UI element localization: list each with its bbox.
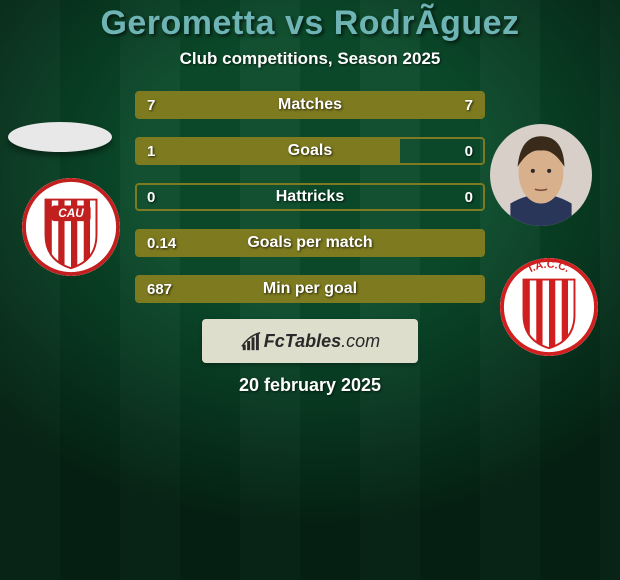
stat-label: Goals xyxy=(137,139,483,163)
player-left-placeholder xyxy=(8,122,112,152)
comparison-title: Gerometta vs RodrÃ­guez xyxy=(100,4,519,43)
brand-box: FcTables.com xyxy=(202,319,418,363)
stat-label: Goals per match xyxy=(137,231,483,255)
stat-row: 10Goals xyxy=(135,137,485,165)
brand-domain: .com xyxy=(341,331,380,351)
stat-row: 77Matches xyxy=(135,91,485,119)
brand-text: FcTables.com xyxy=(264,331,380,352)
comparison-subtitle: Club competitions, Season 2025 xyxy=(180,49,441,69)
brand-name: FcTables xyxy=(264,331,341,351)
player-right-avatar xyxy=(490,124,592,226)
svg-text:CAU: CAU xyxy=(58,207,84,220)
stat-label: Min per goal xyxy=(137,277,483,301)
club-right-badge: I.A.C.C. xyxy=(500,258,598,356)
stat-row: 0.14Goals per match xyxy=(135,229,485,257)
stat-label: Matches xyxy=(137,93,483,117)
stat-row: 687Min per goal xyxy=(135,275,485,303)
bars-icon xyxy=(240,330,262,352)
club-left-badge: CAU xyxy=(22,178,120,276)
comparison-date: 20 february 2025 xyxy=(239,375,381,396)
stat-label: Hattricks xyxy=(137,185,483,209)
stat-row: 00Hattricks xyxy=(135,183,485,211)
stats-container: 77Matches 10Goals 00Hattricks 0.14Goals per… xyxy=(135,91,485,303)
